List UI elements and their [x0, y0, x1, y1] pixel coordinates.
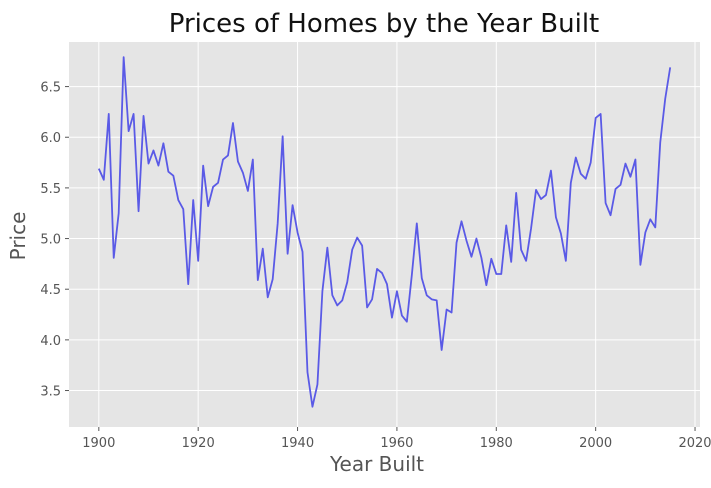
x-tick-label: 2000 — [579, 436, 612, 451]
y-tick-label: 4.0 — [40, 334, 61, 349]
grid — [69, 42, 700, 427]
price-series-line — [97, 56, 672, 408]
x-tick-label: 1980 — [480, 436, 513, 451]
y-tick-label: 6.0 — [40, 131, 61, 146]
x-axis-ticks: 1900 1920 1940 1960 1980 2000 2020 — [82, 427, 711, 451]
y-axis-ticks: 3.5 4.0 4.5 5.0 5.5 6.0 6.5 — [40, 81, 69, 400]
x-tick-label: 1940 — [281, 436, 314, 451]
x-tick-label: 1960 — [380, 436, 413, 451]
x-tick-label: 1900 — [82, 436, 115, 451]
chart-title: Prices of Homes by the Year Built — [169, 9, 600, 39]
plot-area — [69, 42, 700, 427]
y-tick-label: 6.5 — [40, 81, 61, 96]
series-layer — [97, 56, 672, 408]
x-tick-label: 2020 — [678, 436, 711, 451]
x-axis-label: Year Built — [329, 452, 424, 476]
y-axis-label: Price — [6, 212, 30, 261]
y-tick-label: 5.5 — [40, 182, 61, 197]
y-tick-label: 4.5 — [40, 283, 61, 298]
y-tick-label: 5.0 — [40, 233, 61, 248]
y-tick-label: 3.5 — [40, 385, 61, 400]
x-tick-label: 1920 — [182, 436, 215, 451]
